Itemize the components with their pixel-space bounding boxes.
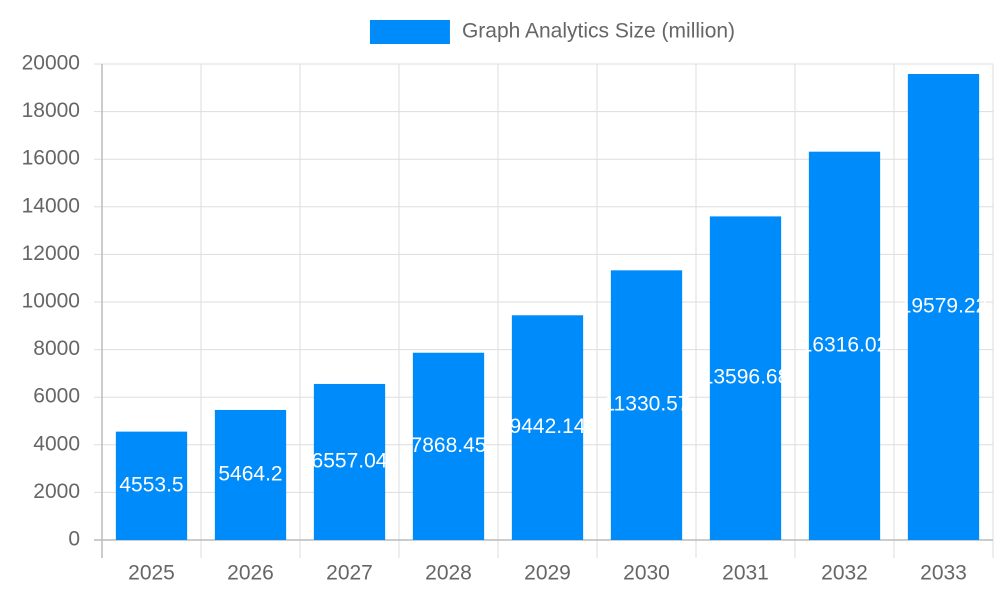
x-tick-label: 2032: [821, 562, 868, 585]
x-tick-label: 2030: [623, 562, 670, 585]
y-tick-label: 10000: [22, 290, 80, 313]
bar: [709, 216, 782, 540]
data-label: 16316.02: [801, 333, 889, 356]
bar: [808, 151, 881, 540]
data-label: 11330.57: [603, 393, 689, 416]
y-tick-label: 2000: [33, 480, 80, 503]
x-tick-label: 2031: [722, 562, 769, 585]
y-tick-label: 20000: [22, 52, 80, 75]
labels: 0 2000 4000 6000 8000 10000 12000 14000 16000 180…: [22, 20, 988, 585]
legend-label: Graph Analytics Size (million): [462, 20, 735, 43]
y-tick-label: 12000: [22, 242, 80, 265]
y-tick-label: 16000: [22, 147, 80, 170]
data-label: 5464.2: [218, 463, 282, 486]
bar: [313, 383, 386, 540]
bar: [511, 315, 584, 540]
x-tick-label: 2028: [425, 562, 472, 585]
data-label: 9442.14: [510, 415, 586, 438]
data-label: 6557.04: [312, 450, 388, 473]
bar: [610, 270, 683, 540]
x-tick-label: 2027: [326, 562, 373, 585]
x-tick-label: 2033: [920, 562, 967, 585]
y-tick-label: 8000: [33, 337, 80, 360]
y-tick-label: 0: [68, 528, 80, 551]
y-tick-label: 18000: [22, 99, 80, 122]
bar: [214, 409, 287, 540]
bar: [907, 74, 980, 540]
data-label: 4553.5: [119, 473, 183, 496]
data-label: 7868.45: [411, 434, 487, 457]
x-tick-label: 2029: [524, 562, 571, 585]
y-tick-label: 14000: [22, 194, 80, 217]
x-tick-label: 2025: [128, 562, 175, 585]
bar: [412, 352, 485, 540]
data-label: 19579.22: [900, 295, 988, 318]
y-tick-label: 4000: [33, 432, 80, 455]
bars: [115, 74, 980, 540]
legend-swatch: [369, 20, 450, 44]
data-label: 13596.68: [702, 366, 790, 389]
bar: [115, 431, 188, 540]
x-tick-label: 2026: [227, 562, 274, 585]
y-tick-label: 6000: [33, 385, 80, 408]
